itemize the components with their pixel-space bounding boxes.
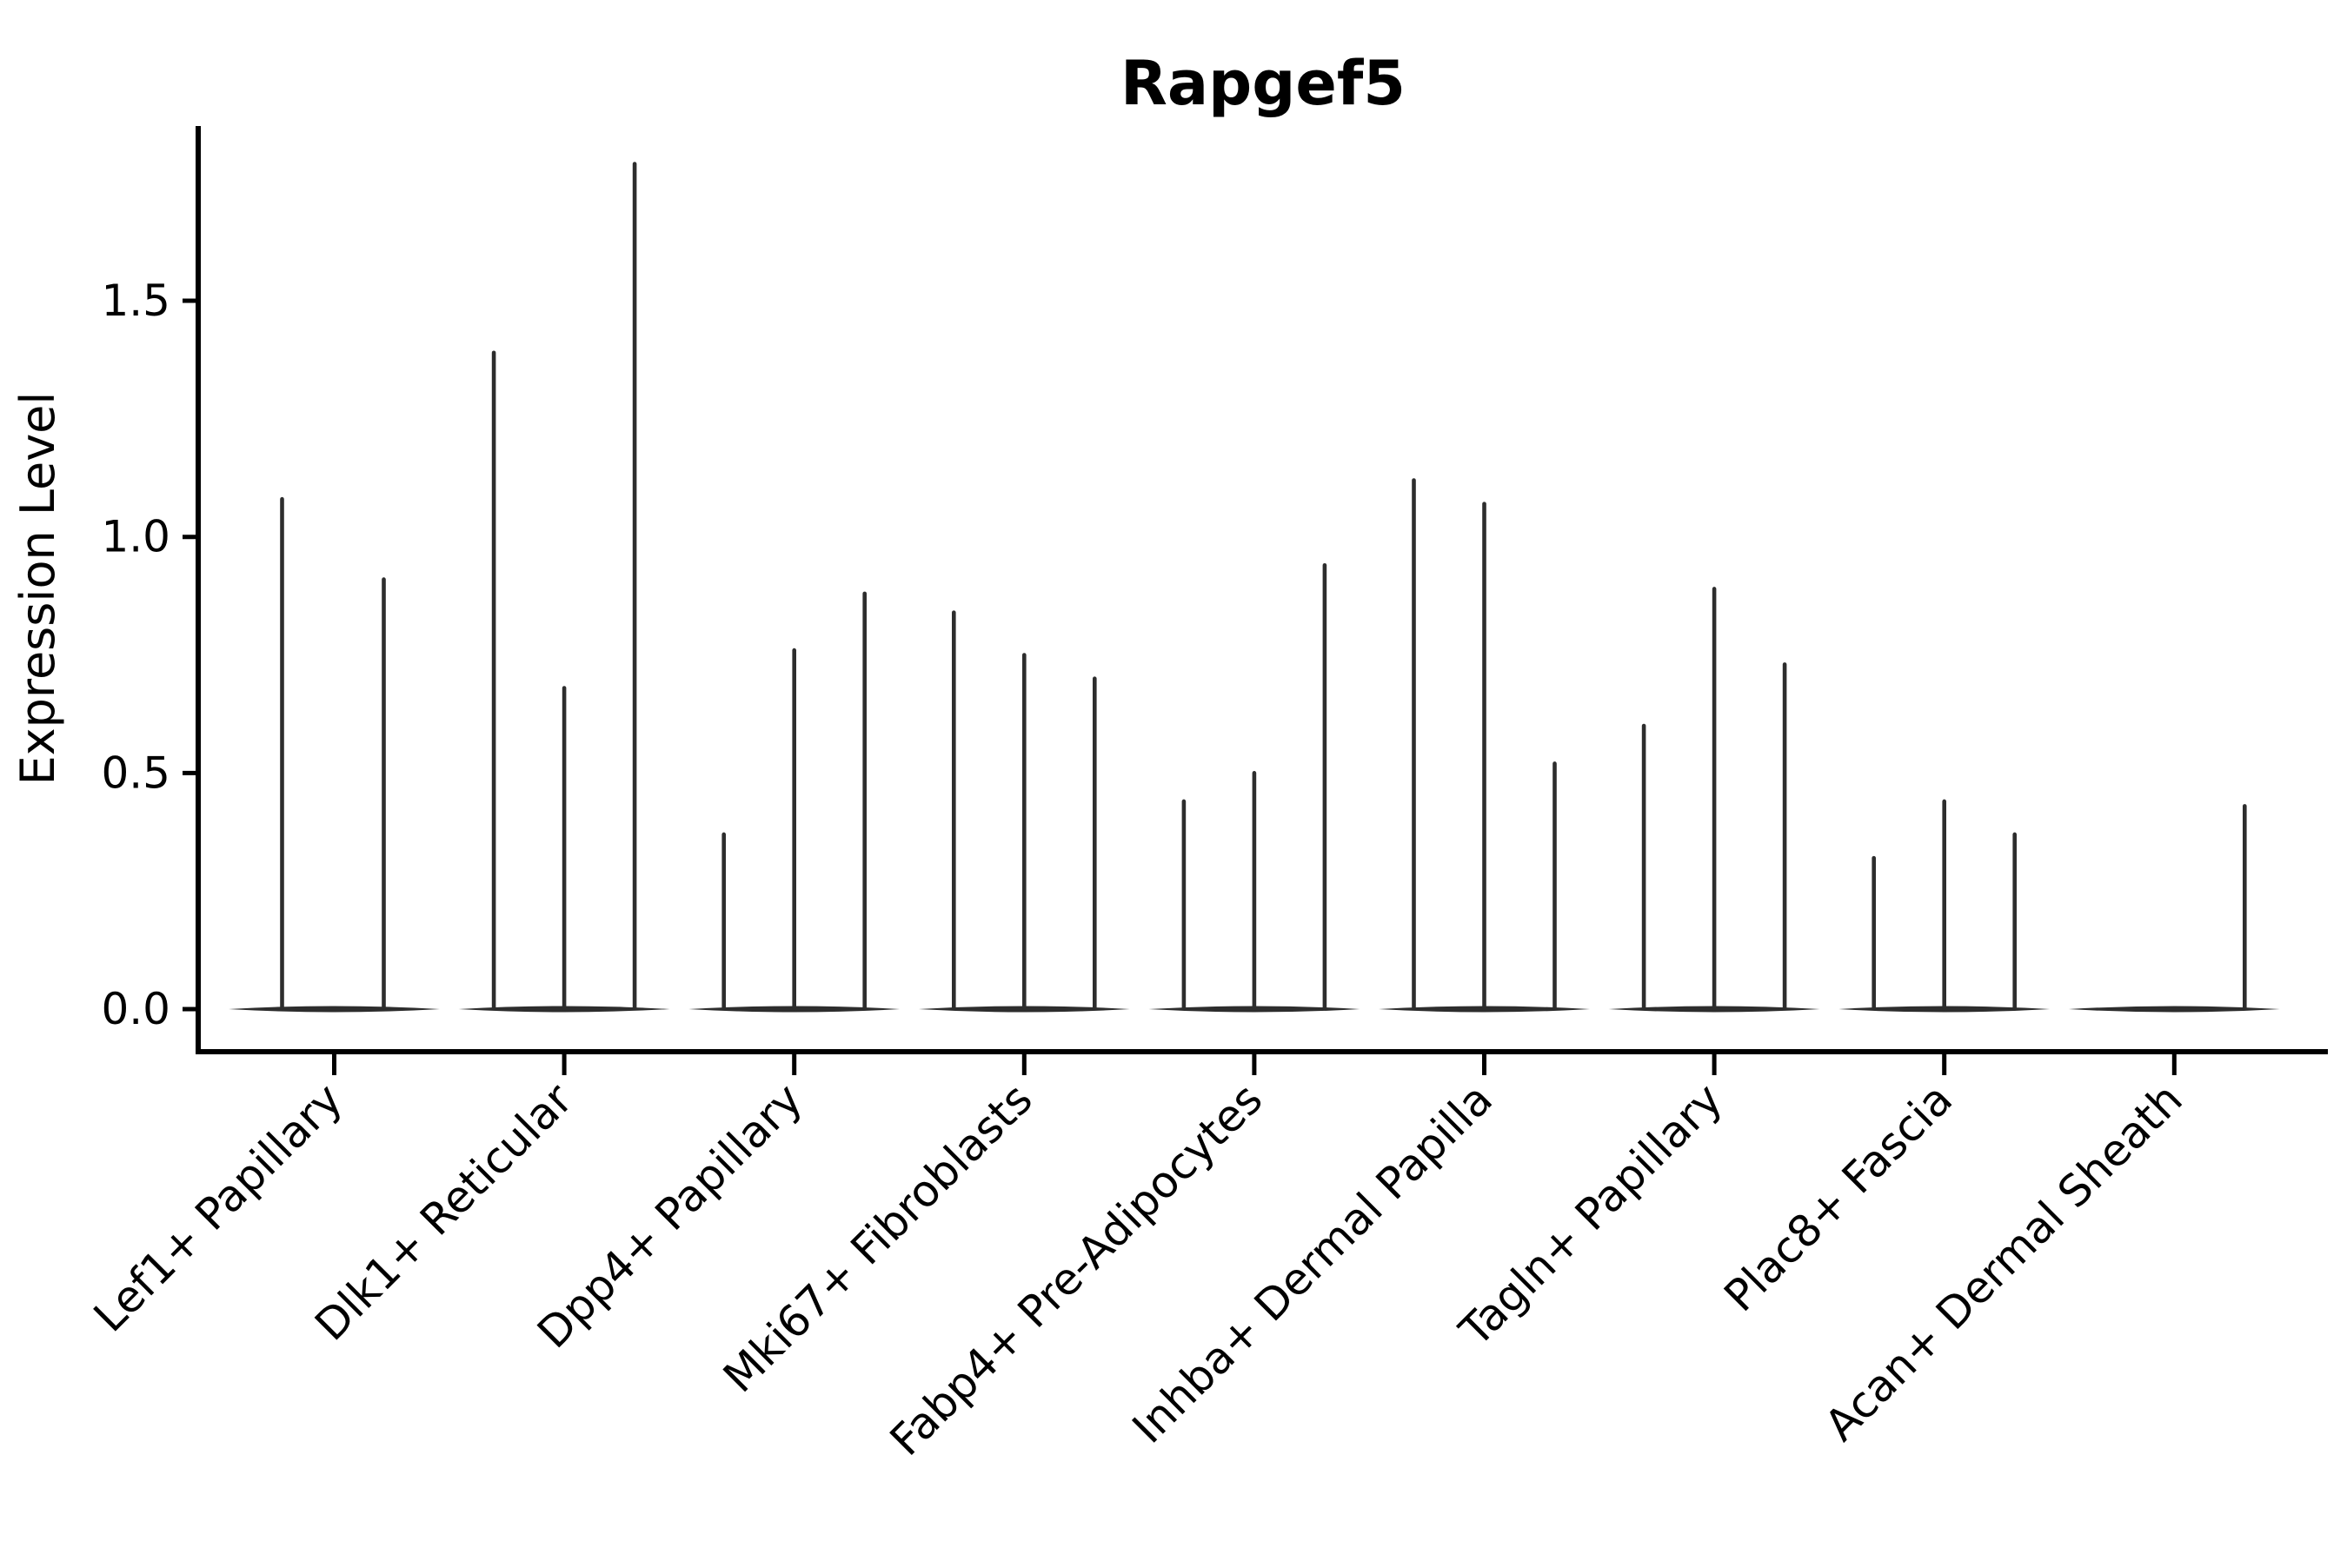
y-tick-label: 0.0 bbox=[101, 984, 170, 1034]
y-axis-label: Expression Level bbox=[10, 392, 65, 786]
x-tick-label: Plac8+ Fascia bbox=[1714, 1073, 1962, 1321]
y-tick-label: 0.5 bbox=[101, 747, 170, 798]
chart-title: Rapgef5 bbox=[1120, 48, 1406, 119]
axes-spines bbox=[196, 126, 2328, 1054]
violin-base bbox=[229, 1006, 440, 1013]
y-tick-label: 1.5 bbox=[101, 276, 170, 326]
violin-base bbox=[2068, 1006, 2280, 1013]
x-tick-label: Fabp4+ Pre-Adipocytes bbox=[881, 1073, 1273, 1465]
violin-series bbox=[229, 162, 2280, 1013]
y-axis-ticks: 0.0 0.5 1.0 1.5 bbox=[101, 276, 198, 1034]
x-tick-label: Lef1+ Papillary bbox=[84, 1073, 352, 1341]
y-tick-label: 1.0 bbox=[101, 512, 170, 562]
